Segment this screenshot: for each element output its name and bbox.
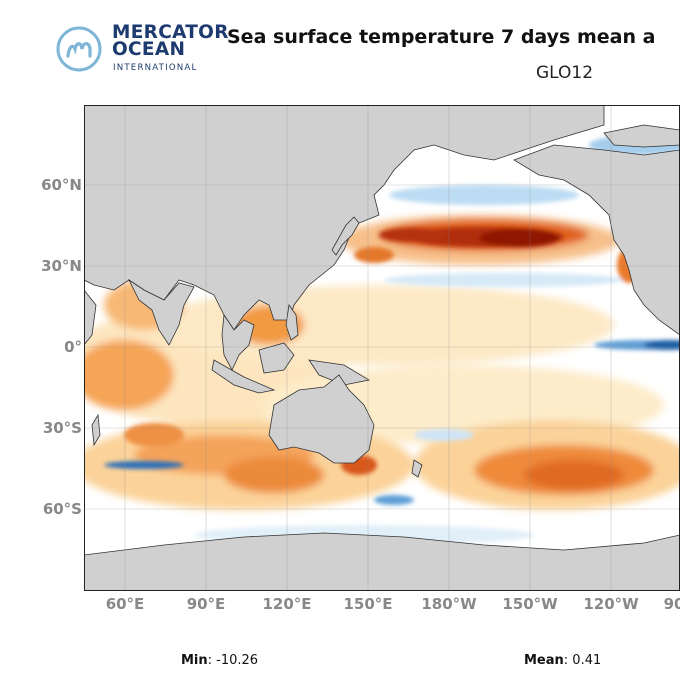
map-title: Sea surface temperature 7 days mean a [227, 26, 656, 48]
antarctica-landmass [84, 532, 680, 591]
japan-landmass [331, 216, 360, 256]
min-stat: Min: -10.26 [181, 653, 258, 668]
logo-line-2: OCEAN [112, 39, 186, 60]
logo-line-3: INTERNATIONAL [113, 63, 198, 73]
lon-label-180w: 180°W [421, 595, 477, 613]
lat-label-30s: 30°S [42, 419, 82, 437]
min-stat-value: : -10.26 [207, 653, 259, 668]
north-america-landmass [513, 144, 680, 336]
new-guinea-landmass [308, 359, 371, 386]
philippines-landmass [285, 303, 299, 341]
lon-label-150e: 150°E [343, 595, 393, 613]
graticule [84, 105, 680, 591]
lon-label-120e: 120°E [262, 595, 312, 613]
arctic-islands-landmass [603, 124, 680, 148]
new-zealand-landmass [411, 459, 423, 478]
sst-anomaly-map [84, 105, 680, 591]
logo-line-1: MERCATOR [112, 22, 229, 43]
borneo-landmass [258, 342, 295, 374]
mercator-ocean-logo: MERCATOR OCEAN INTERNATIONAL [54, 22, 228, 74]
lon-label-60e: 60°E [105, 595, 145, 613]
mean-stat-label: Mean [524, 653, 564, 668]
africa-landmass [84, 289, 97, 346]
anomaly-field [84, 135, 680, 545]
min-stat-label: Min [181, 653, 208, 668]
mean-stat-value: : 0.41 [563, 653, 602, 668]
lat-label-60s: 60°S [42, 500, 82, 518]
lon-label-90e: 90°E [186, 595, 226, 613]
mercator-m-icon [56, 26, 102, 72]
madagascar-landmass [91, 413, 101, 447]
map-subtitle: GLO12 [536, 63, 594, 83]
australia-landmass [268, 374, 375, 464]
indochina-landmass [221, 313, 255, 371]
india-landmass [127, 278, 195, 346]
sumatra-java-landmass [211, 359, 276, 394]
lon-label-120w: 120°W [583, 595, 639, 613]
lon-label-90w: 90 [663, 595, 680, 613]
lon-label-150w: 150°W [502, 595, 558, 613]
land [84, 105, 680, 591]
mean-stat: Mean: 0.41 [524, 653, 601, 668]
lat-label-0: 0° [64, 338, 82, 356]
lat-label-30n: 30°N [41, 257, 82, 275]
lat-label-60n: 60°N [41, 176, 82, 194]
